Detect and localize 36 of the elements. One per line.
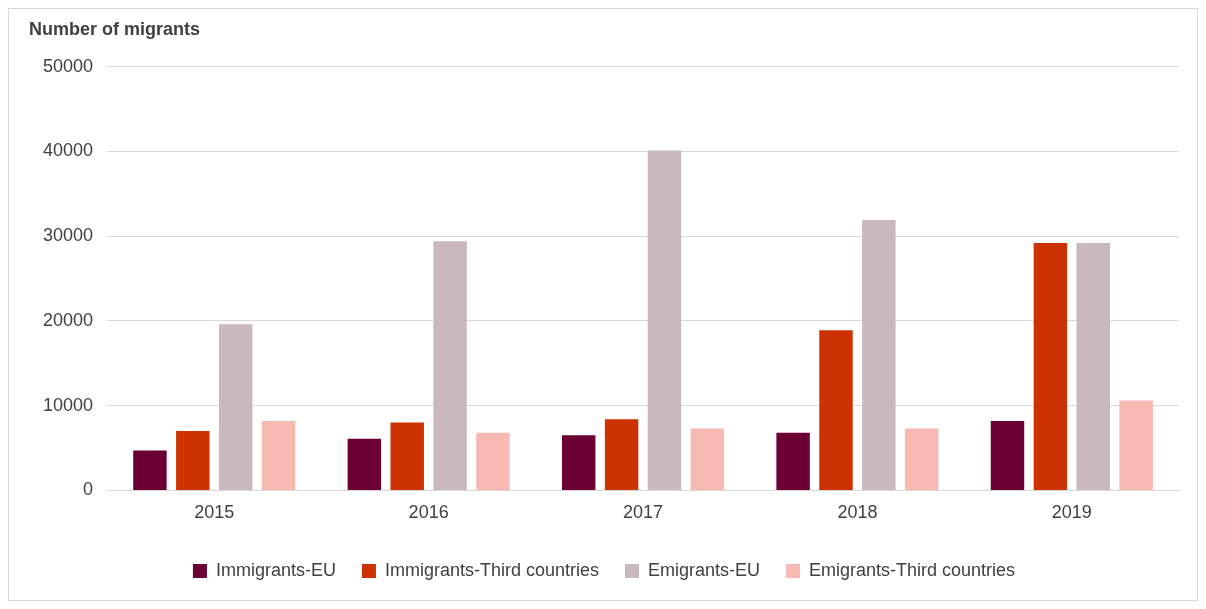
- bar: [1076, 242, 1110, 490]
- legend-label: Immigrants-Third countries: [384, 559, 599, 580]
- bar: [261, 420, 296, 490]
- y-tick-label: 50000: [42, 55, 94, 76]
- bar: [561, 435, 596, 490]
- bar: [218, 324, 253, 490]
- bar: [690, 428, 725, 490]
- bar: [647, 150, 682, 490]
- bar: [776, 432, 810, 490]
- bar: [990, 420, 1025, 490]
- y-tick-label: 10000: [42, 394, 94, 415]
- bar: [905, 428, 939, 490]
- x-tick-label: 2016: [408, 502, 449, 523]
- bar: [390, 422, 424, 490]
- chart-title: Number of migrants: [29, 18, 201, 39]
- bar: [347, 438, 382, 490]
- y-tick-label: 0: [83, 479, 94, 500]
- legend-label: Emigrants-EU: [647, 559, 761, 580]
- x-tick-label: 2017: [623, 502, 664, 523]
- bar: [476, 432, 510, 490]
- bar: [176, 431, 210, 490]
- bar: [133, 450, 167, 490]
- bar: [604, 419, 639, 490]
- bar: [862, 220, 896, 490]
- bar: [1033, 242, 1068, 490]
- x-tick-label: 2019: [1051, 502, 1092, 523]
- bar: [433, 241, 467, 490]
- y-tick-label: 30000: [42, 225, 94, 246]
- bar: [1119, 400, 1153, 490]
- y-tick-label: 20000: [42, 309, 94, 330]
- y-tick-label: 40000: [42, 140, 94, 161]
- legend-label: Emigrants-Third countries: [809, 559, 1016, 580]
- x-tick-label: 2015: [194, 502, 235, 523]
- bar: [819, 330, 853, 490]
- legend-label: Immigrants-EU: [215, 559, 336, 580]
- x-tick-label: 2018: [837, 502, 878, 523]
